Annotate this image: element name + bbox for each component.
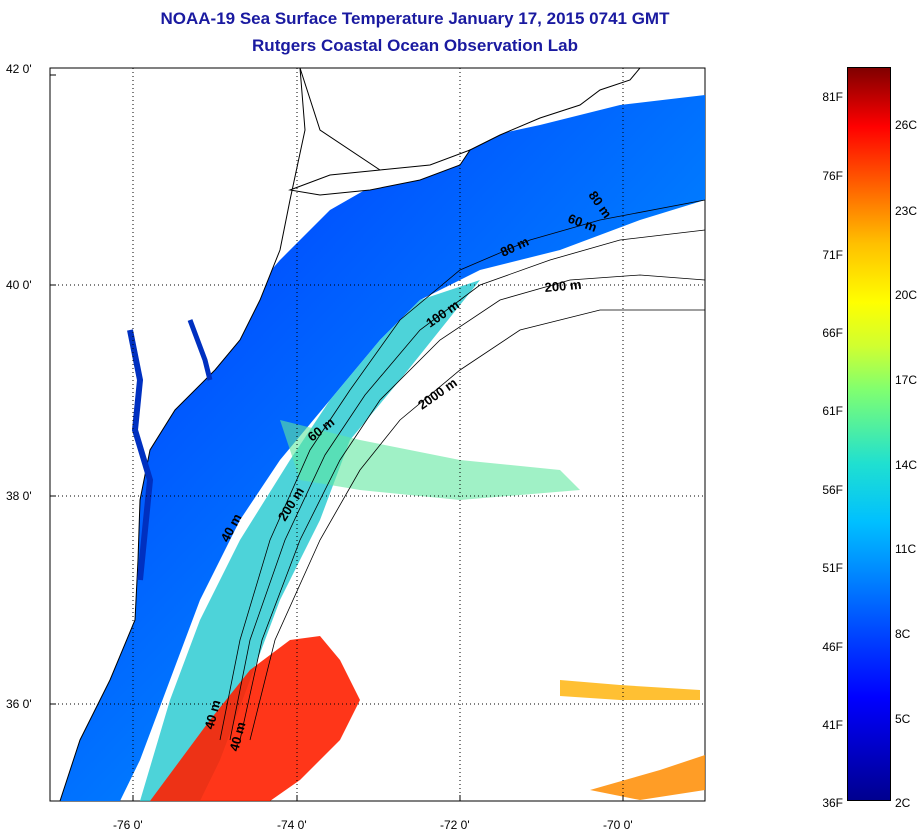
temperature-colorbar (847, 67, 891, 801)
colorbar-c-label: 17C (895, 373, 918, 387)
isobath-label: 200 m (544, 277, 582, 295)
map-title: NOAA-19 Sea Surface Temperature January … (160, 9, 670, 28)
cold-shelf-water (50, 95, 705, 801)
warm-patch-se (590, 755, 705, 800)
colorbar-f-label: 46F (822, 640, 843, 654)
map-subtitle: Rutgers Coastal Ocean Observation Lab (252, 36, 578, 55)
sst-map: 80 m 60 m 80 m 200 m 100 m 2000 m 60 m 4… (49, 67, 706, 802)
colorbar-f-label: 56F (822, 483, 843, 497)
coastline-mid-atlantic (49, 67, 306, 802)
colorbar-f-label: 36F (822, 796, 843, 810)
warm-patch-e (560, 680, 700, 700)
colorbar-c-label: 11C (895, 542, 917, 556)
colorbar-f-label: 66F (822, 326, 843, 340)
colorbar-f-label: 76F (822, 169, 843, 183)
lat-label: 40 0' (6, 278, 32, 292)
land-mass (50, 67, 642, 171)
colorbar-c-label: 8C (895, 627, 911, 641)
lat-label: 38 0' (6, 489, 32, 503)
colorbar-f-label: 81F (822, 90, 843, 104)
lon-label: -72 0' (440, 818, 470, 832)
colorbar-c-label: 20C (895, 288, 918, 302)
long-island (288, 148, 472, 196)
delaware-bay (187, 319, 213, 381)
isobath-label: 40 m (226, 720, 248, 753)
lat-label: 36 0' (6, 697, 32, 711)
colorbar-c-label: 5C (895, 712, 911, 726)
colorbar-f-label: 41F (822, 718, 843, 732)
colorbar-c-label: 23C (895, 204, 918, 218)
colorbar-c-label: 2C (895, 796, 911, 810)
isobath-lines (219, 199, 706, 741)
colorbar-f-label: 71F (822, 248, 843, 262)
isobath-label: 40 m (201, 698, 223, 731)
colorbar-c-label: 14C (895, 458, 918, 472)
colorbar-c-label: 26C (895, 118, 918, 132)
warm-filaments (280, 420, 580, 500)
lon-label: -70 0' (603, 818, 633, 832)
shelf-break-water (140, 280, 480, 801)
colorbar-f-label: 61F (822, 404, 843, 418)
chesapeake-bay (127, 329, 154, 581)
lon-label: -76 0' (113, 818, 143, 832)
lon-label: -74 0' (277, 818, 307, 832)
colorbar-f-label: 51F (822, 561, 843, 575)
lat-label: 42 0' (6, 62, 32, 76)
